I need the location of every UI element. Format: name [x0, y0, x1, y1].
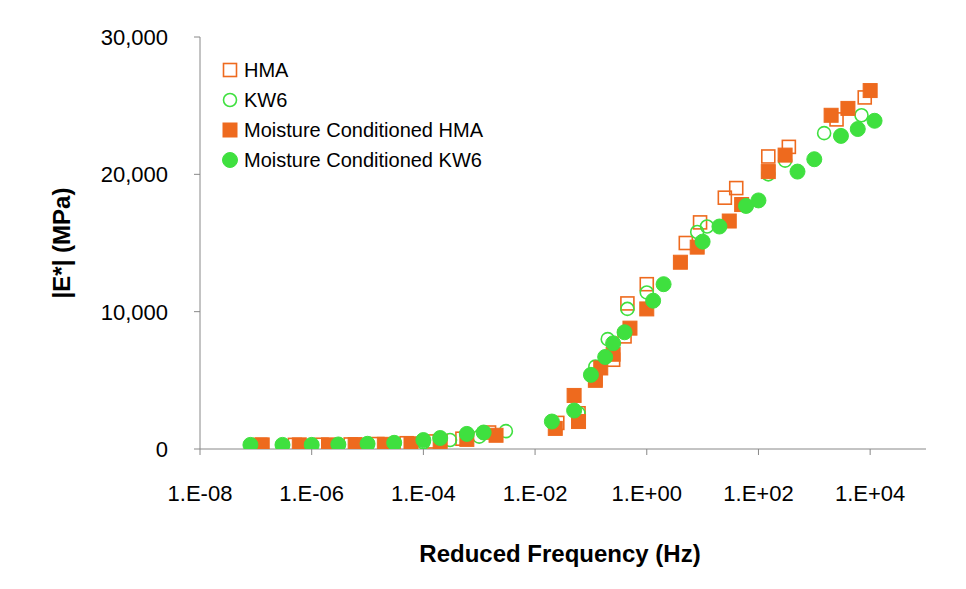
point	[583, 367, 598, 382]
legend-label: Moisture Conditioned HMA	[244, 119, 484, 141]
point	[841, 101, 855, 115]
y-tick-label: 0	[156, 437, 168, 462]
x-tick-label: 1.E-06	[279, 481, 344, 506]
legend-label: Moisture Conditioned KW6	[244, 149, 482, 171]
point	[807, 152, 822, 167]
series	[254, 91, 871, 449]
x-tick-label: 1.E-02	[503, 481, 568, 506]
point	[275, 437, 290, 449]
point	[790, 164, 805, 179]
y-tick-label: 20,000	[101, 162, 168, 187]
point	[331, 437, 346, 449]
point	[598, 349, 613, 364]
y-axis	[200, 37, 201, 449]
point	[673, 255, 687, 269]
legend: HMA KW6 Moisture Conditioned HMA Moisture C…	[223, 59, 484, 171]
point	[387, 435, 402, 449]
point	[433, 431, 448, 446]
y-tick	[194, 449, 200, 450]
x-tick	[646, 449, 647, 455]
y-tick	[194, 311, 200, 312]
legend-label: HMA	[244, 59, 289, 81]
point	[304, 437, 319, 449]
point	[243, 437, 258, 449]
y-tick-label: 10,000	[101, 300, 168, 325]
point	[567, 403, 582, 418]
point	[416, 433, 431, 448]
chart: 1.E-08 1.E-06 1.E-04 1.E-02 1.E+00 1.E+02 1.E+…	[0, 0, 966, 589]
x-tick	[423, 449, 424, 455]
x-tick-label: 1.E+04	[835, 481, 905, 506]
point	[833, 128, 848, 143]
legend-marker	[224, 94, 237, 107]
x-tick	[758, 449, 759, 455]
point	[867, 113, 882, 128]
plot-area	[243, 84, 882, 449]
point	[761, 165, 775, 179]
point	[695, 234, 710, 249]
point	[730, 182, 743, 195]
point	[751, 193, 766, 208]
y-tick	[194, 37, 200, 38]
x-tick-label: 1.E-04	[391, 481, 456, 506]
point	[850, 122, 865, 137]
point	[818, 127, 831, 140]
x-axis-title: Reduced Frequency (Hz)	[419, 540, 700, 567]
x-tick	[311, 449, 312, 455]
point	[360, 436, 375, 449]
point	[712, 219, 727, 234]
point	[617, 325, 632, 340]
x-tick	[535, 449, 536, 455]
legend-label: KW6	[244, 89, 287, 111]
legend-marker	[224, 64, 237, 77]
x-tick	[200, 449, 201, 455]
y-axis-title: |E*| (MPa)	[48, 188, 75, 299]
x-tick-label: 1.E+02	[723, 481, 793, 506]
point	[459, 426, 474, 441]
point	[544, 414, 559, 429]
series	[243, 113, 882, 449]
point	[476, 425, 491, 440]
y-tick	[194, 174, 200, 175]
point	[656, 277, 671, 292]
legend-marker	[223, 153, 238, 168]
point	[621, 302, 634, 315]
point	[567, 388, 581, 402]
y-tick-label: 30,000	[101, 25, 168, 50]
point	[606, 336, 621, 351]
point	[778, 148, 792, 162]
point	[646, 293, 661, 308]
point	[824, 108, 838, 122]
legend-marker	[223, 123, 237, 137]
x-tick	[870, 449, 871, 455]
x-tick-label: 1.E+00	[612, 481, 682, 506]
point	[855, 109, 868, 122]
point	[863, 84, 877, 98]
x-tick-label: 1.E-08	[168, 481, 233, 506]
point	[762, 150, 775, 163]
